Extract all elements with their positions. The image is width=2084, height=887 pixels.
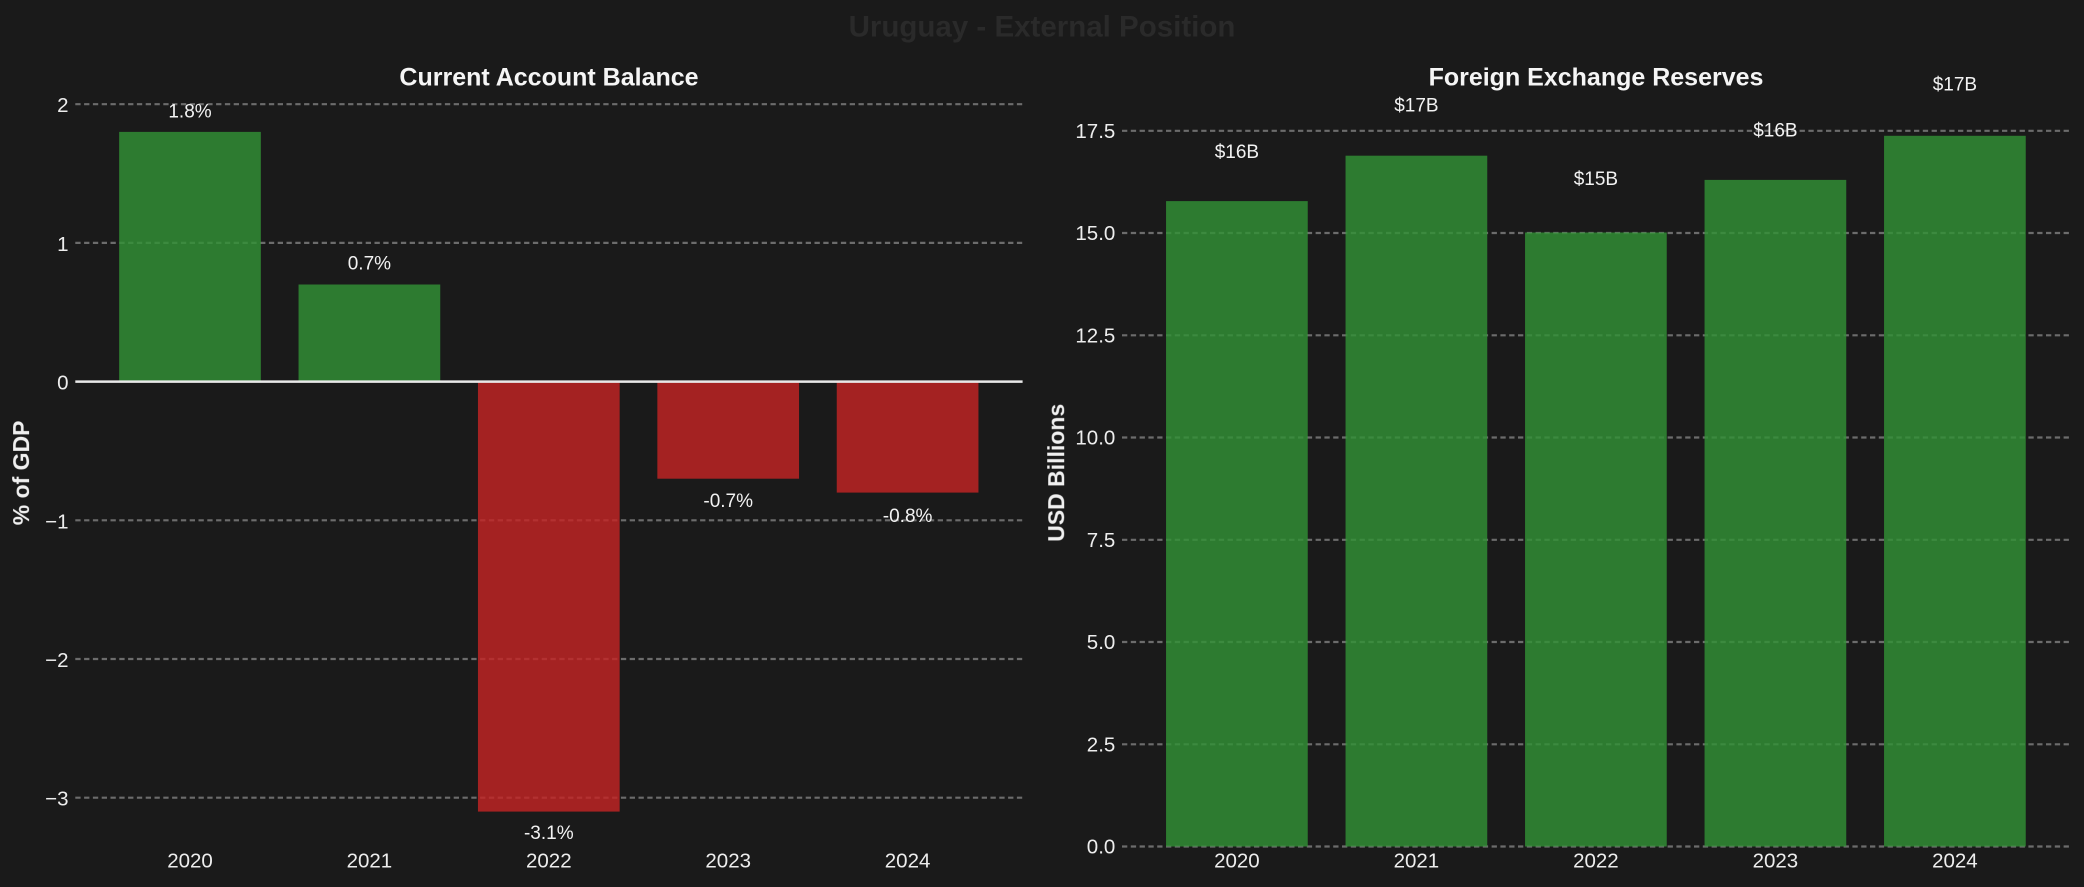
svg-text:Foreign Exchange Reserves: Foreign Exchange Reserves (1429, 64, 1764, 92)
svg-text:$17B: $17B (1933, 75, 1977, 96)
svg-text:2021: 2021 (347, 850, 393, 873)
svg-text:-3.1%: -3.1% (524, 823, 574, 844)
svg-text:-0.7%: -0.7% (703, 491, 753, 512)
svg-text:2021: 2021 (1394, 850, 1440, 873)
svg-text:$15B: $15B (1574, 169, 1618, 190)
svg-text:0.0: 0.0 (1087, 836, 1116, 859)
svg-text:1: 1 (57, 233, 68, 256)
svg-text:$17B: $17B (1394, 96, 1438, 117)
svg-text:12.5: 12.5 (1075, 324, 1115, 347)
svg-text:2022: 2022 (1573, 850, 1619, 873)
svg-text:−2: −2 (45, 649, 68, 672)
svg-text:0.7%: 0.7% (348, 254, 391, 275)
svg-text:5.0: 5.0 (1087, 631, 1116, 654)
svg-text:2020: 2020 (167, 850, 213, 873)
svg-text:17.5: 17.5 (1075, 120, 1115, 143)
svg-text:0: 0 (57, 372, 68, 395)
svg-text:2020: 2020 (1214, 850, 1260, 873)
svg-text:% of GDP: % of GDP (8, 421, 34, 526)
svg-text:Uruguay - External Position: Uruguay - External Position (849, 11, 1236, 44)
svg-text:15.0: 15.0 (1075, 222, 1115, 245)
svg-text:2022: 2022 (526, 850, 572, 873)
svg-text:7.5: 7.5 (1087, 529, 1116, 552)
svg-text:2024: 2024 (885, 850, 931, 873)
svg-text:Current Account Balance: Current Account Balance (399, 64, 698, 92)
svg-text:1.8%: 1.8% (168, 102, 211, 123)
svg-text:$16B: $16B (1753, 121, 1797, 142)
svg-text:−3: −3 (45, 788, 68, 811)
svg-text:2023: 2023 (705, 850, 751, 873)
svg-text:2024: 2024 (1932, 850, 1978, 873)
svg-text:$16B: $16B (1215, 142, 1259, 163)
svg-text:2023: 2023 (1753, 850, 1799, 873)
svg-text:2: 2 (57, 94, 68, 117)
svg-text:−1: −1 (45, 510, 68, 533)
svg-text:10.0: 10.0 (1075, 427, 1115, 450)
svg-text:2.5: 2.5 (1087, 733, 1116, 756)
svg-text:-0.8%: -0.8% (883, 506, 933, 527)
svg-text:USD Billions: USD Billions (1043, 404, 1069, 542)
